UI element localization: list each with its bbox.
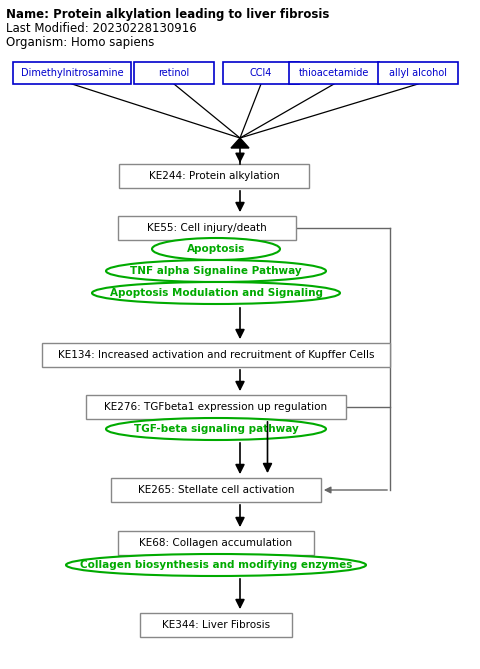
- Text: TGF-beta signaling pathway: TGF-beta signaling pathway: [133, 424, 299, 434]
- FancyBboxPatch shape: [118, 531, 314, 555]
- Text: KE68: Collagen accumulation: KE68: Collagen accumulation: [139, 538, 293, 548]
- Text: KE265: Stellate cell activation: KE265: Stellate cell activation: [138, 485, 294, 495]
- Text: allyl alcohol: allyl alcohol: [389, 68, 447, 78]
- Text: KE276: TGFbeta1 expression up regulation: KE276: TGFbeta1 expression up regulation: [105, 402, 327, 412]
- Text: TNF alpha Signaline Pathway: TNF alpha Signaline Pathway: [130, 266, 302, 276]
- FancyBboxPatch shape: [111, 478, 321, 502]
- Ellipse shape: [106, 418, 326, 440]
- Text: KE55: Cell injury/death: KE55: Cell injury/death: [147, 223, 267, 233]
- Text: thioacetamide: thioacetamide: [299, 68, 369, 78]
- Text: Name: Protein alkylation leading to liver fibrosis: Name: Protein alkylation leading to live…: [6, 8, 329, 21]
- Text: CCl4: CCl4: [250, 68, 272, 78]
- Text: Apoptosis: Apoptosis: [187, 244, 245, 254]
- Text: Last Modified: 20230228130916: Last Modified: 20230228130916: [6, 22, 197, 35]
- FancyBboxPatch shape: [86, 395, 346, 419]
- Text: Dimethylnitrosamine: Dimethylnitrosamine: [21, 68, 123, 78]
- Text: Collagen biosynthesis and modifying enzymes: Collagen biosynthesis and modifying enzy…: [80, 560, 352, 570]
- Ellipse shape: [152, 238, 280, 260]
- Polygon shape: [231, 138, 249, 148]
- Text: KE134: Increased activation and recruitment of Kupffer Cells: KE134: Increased activation and recruitm…: [58, 350, 374, 360]
- FancyBboxPatch shape: [134, 62, 214, 84]
- FancyBboxPatch shape: [223, 62, 299, 84]
- FancyBboxPatch shape: [140, 613, 292, 637]
- Ellipse shape: [106, 260, 326, 282]
- FancyBboxPatch shape: [289, 62, 379, 84]
- FancyBboxPatch shape: [13, 62, 131, 84]
- Text: retinol: retinol: [158, 68, 190, 78]
- FancyBboxPatch shape: [118, 216, 296, 240]
- Text: Apoptosis Modulation and Signaling: Apoptosis Modulation and Signaling: [109, 288, 323, 298]
- FancyBboxPatch shape: [42, 343, 390, 367]
- Ellipse shape: [66, 554, 366, 576]
- Text: KE244: Protein alkylation: KE244: Protein alkylation: [149, 171, 279, 181]
- Ellipse shape: [92, 282, 340, 304]
- FancyBboxPatch shape: [378, 62, 458, 84]
- FancyBboxPatch shape: [119, 164, 309, 188]
- Text: KE344: Liver Fibrosis: KE344: Liver Fibrosis: [162, 620, 270, 630]
- Text: Organism: Homo sapiens: Organism: Homo sapiens: [6, 36, 155, 49]
